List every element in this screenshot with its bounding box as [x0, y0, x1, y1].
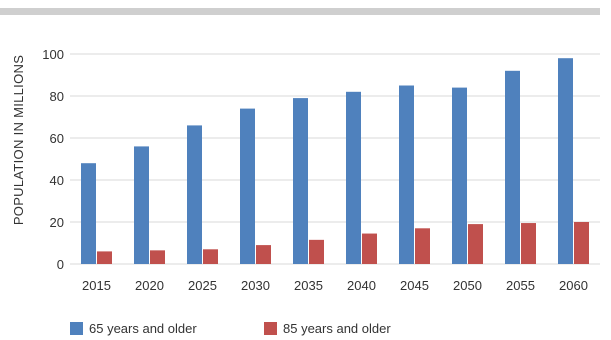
bar-65-plus-2045: [399, 85, 414, 264]
y-tick-label: 40: [50, 173, 64, 188]
y-axis-ticks: 0 20 40 60 80 100: [42, 47, 64, 272]
x-tick-label: 2025: [188, 278, 217, 293]
gridlines: [70, 53, 600, 265]
x-tick-label: 2035: [294, 278, 323, 293]
bar-85-plus-2035: [309, 239, 324, 264]
bar-65-plus-2025: [187, 125, 202, 265]
bar-85-plus-2040: [362, 233, 377, 264]
x-tick-label: 2015: [82, 278, 111, 293]
y-tick-label: 100: [42, 47, 64, 62]
bars: [81, 58, 589, 265]
bar-85-plus-2025: [203, 249, 218, 264]
bar-85-plus-2055: [521, 223, 536, 264]
bar-65-plus-2055: [505, 70, 520, 264]
legend: 65 years and older 85 years and older: [70, 321, 391, 336]
y-axis-label: POPULATION IN MILLIONS: [11, 55, 26, 225]
y-tick-label: 0: [57, 257, 64, 272]
bar-65-plus-2020: [134, 146, 149, 264]
legend-label-65-plus: 65 years and older: [89, 321, 197, 336]
bar-85-plus-2015: [97, 251, 112, 264]
y-tick-label: 60: [50, 131, 64, 146]
legend-swatch-85-plus: [264, 322, 277, 335]
bar-85-plus-2050: [468, 224, 483, 264]
x-tick-label: 2055: [506, 278, 535, 293]
bar-85-plus-2045: [415, 228, 430, 264]
x-tick-label: 2050: [453, 278, 482, 293]
bar-65-plus-2030: [240, 108, 255, 264]
bar-65-plus-2060: [558, 58, 573, 265]
y-tick-label: 80: [50, 89, 64, 104]
x-tick-label: 2040: [347, 278, 376, 293]
bar-65-plus-2050: [452, 87, 467, 264]
legend-label-85-plus: 85 years and older: [283, 321, 391, 336]
bar-65-plus-2040: [346, 91, 361, 264]
x-tick-label: 2030: [241, 278, 270, 293]
x-tick-label: 2045: [400, 278, 429, 293]
x-axis-ticks: 2015 2020 2025 2030 2035 2040 2045 2050 2055 2060: [82, 278, 588, 293]
legend-swatch-65-plus: [70, 322, 83, 335]
y-tick-label: 20: [50, 215, 64, 230]
x-tick-label: 2060: [559, 278, 588, 293]
top-divider-bar: [0, 8, 600, 15]
bar-65-plus-2015: [81, 163, 96, 264]
bar-85-plus-2060: [574, 222, 589, 264]
x-tick-label: 2020: [135, 278, 164, 293]
bar-65-plus-2035: [293, 98, 308, 264]
bar-85-plus-2030: [256, 245, 271, 264]
bar-85-plus-2020: [150, 250, 165, 264]
